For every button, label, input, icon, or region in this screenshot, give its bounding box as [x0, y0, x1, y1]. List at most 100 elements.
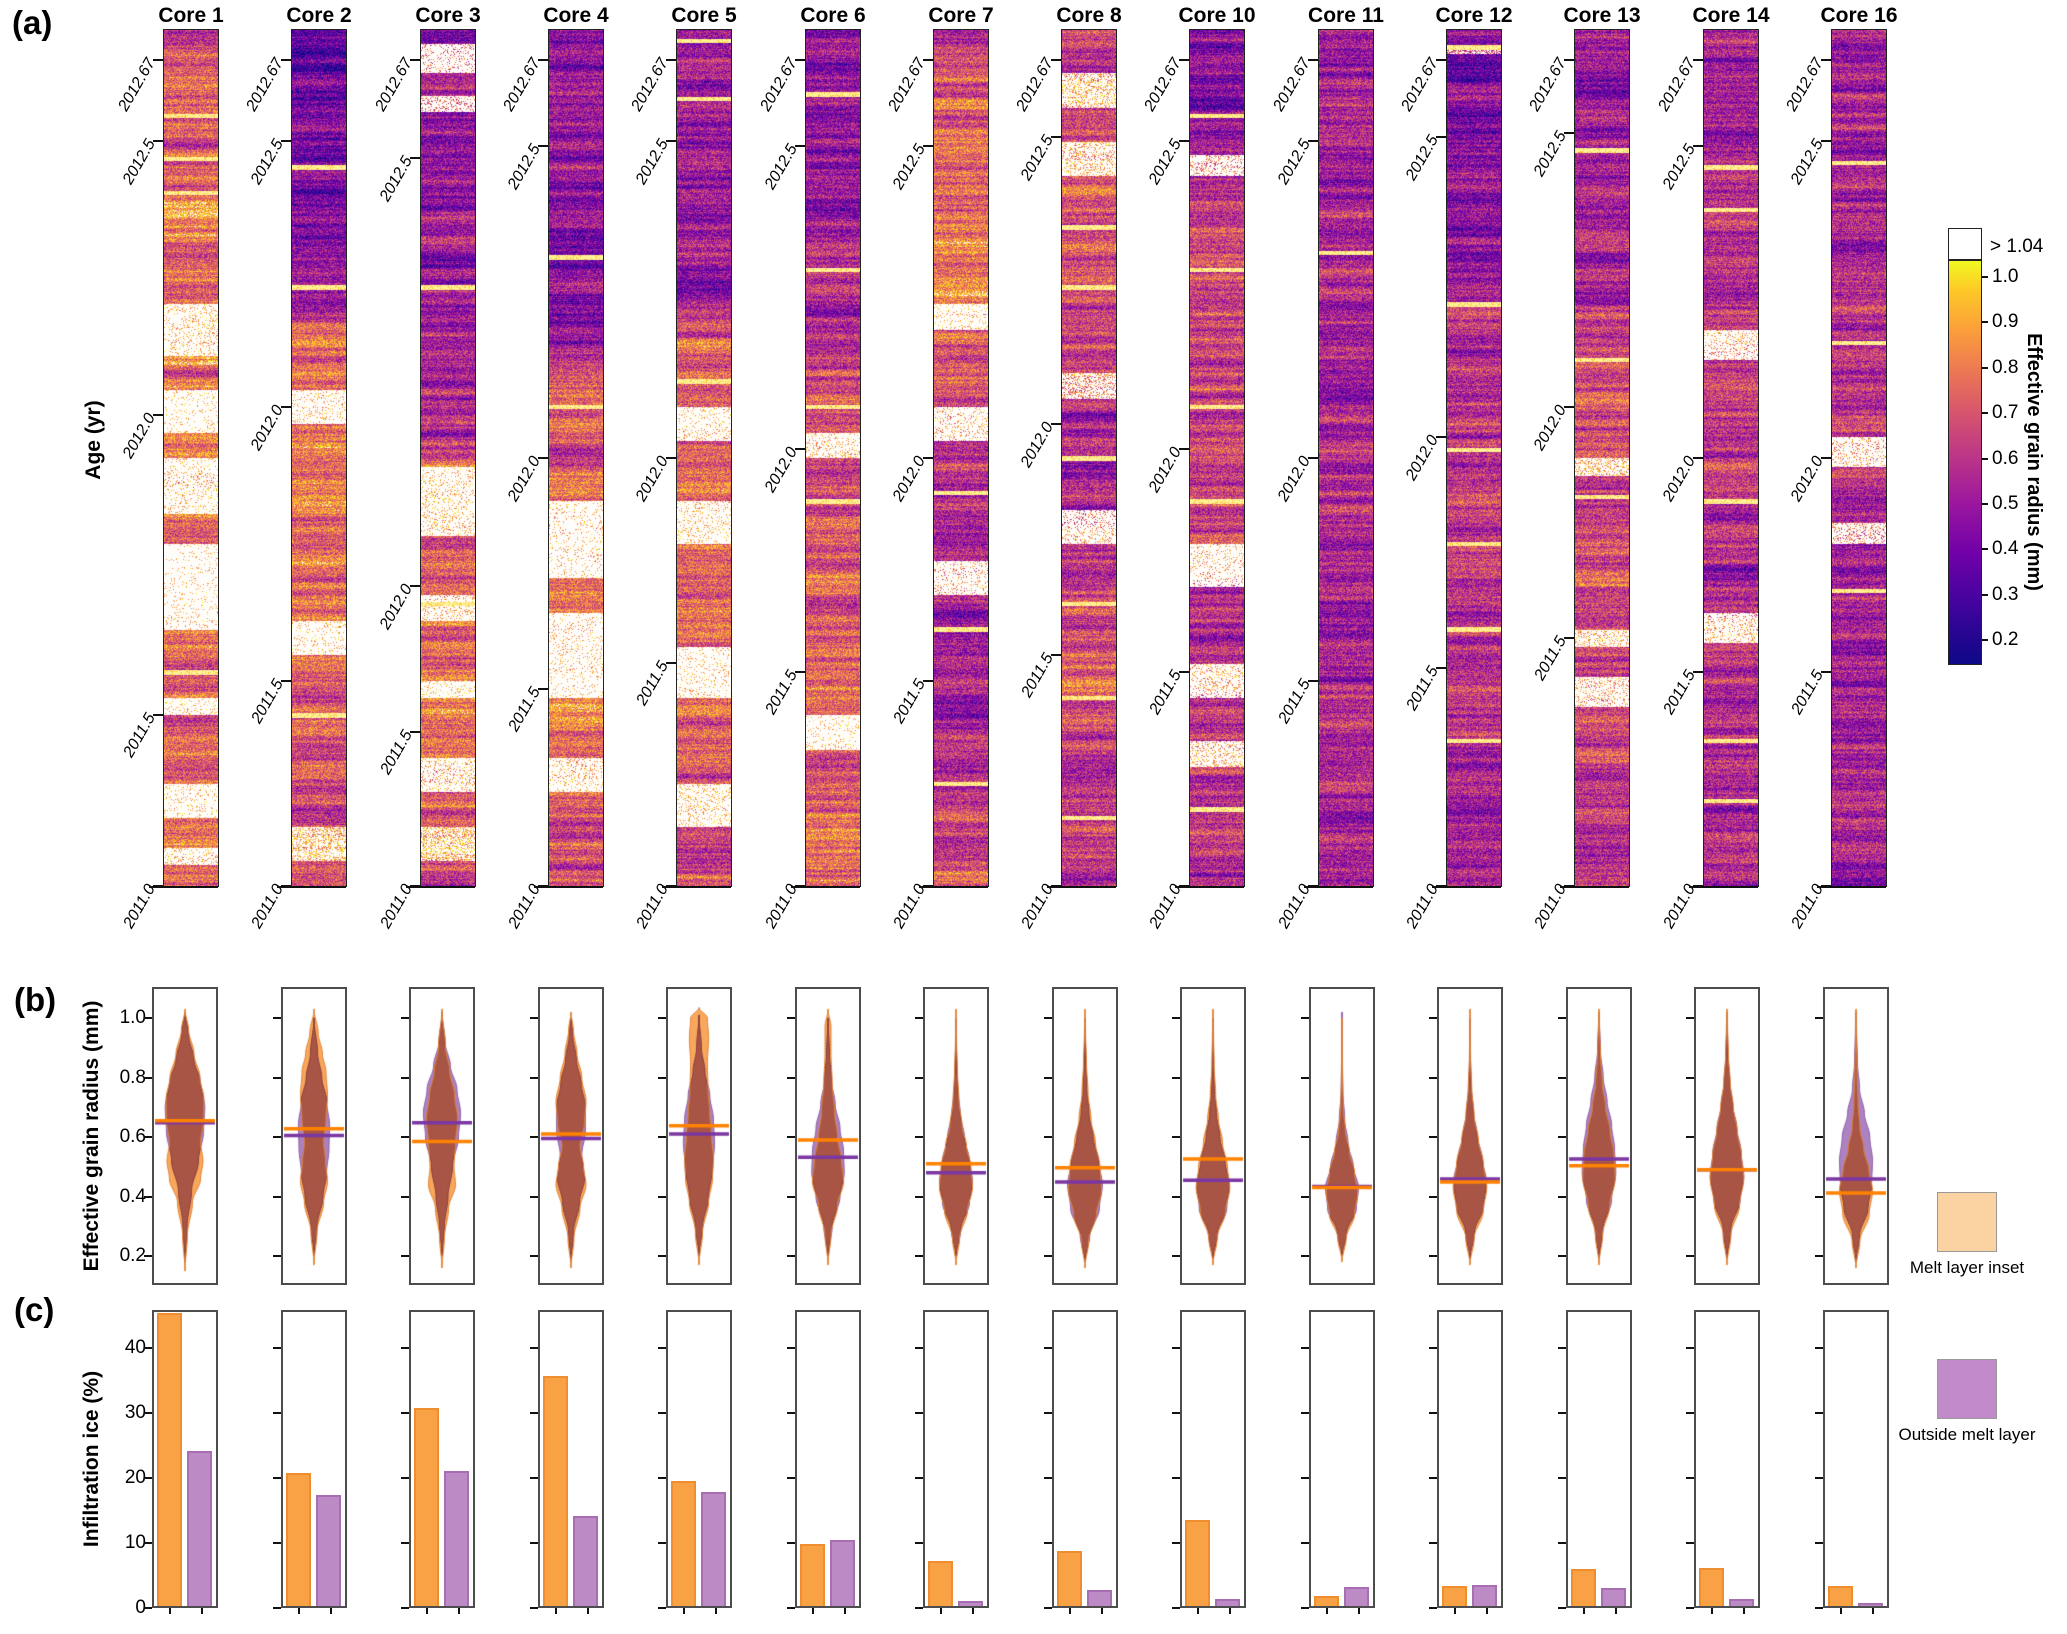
- bar-xtick: [426, 1608, 428, 1614]
- colorbar-tick-label: 0.4: [1992, 538, 2019, 559]
- infiltration-ytick: [1815, 1542, 1823, 1544]
- age-tick-label: 2011.0: [505, 881, 544, 932]
- bar-outside: [444, 1471, 469, 1606]
- infiltration-ytick: [1429, 1347, 1437, 1349]
- core-strip: [1703, 29, 1759, 887]
- infiltration-ytick: [915, 1412, 923, 1414]
- infiltration-ytick: [1172, 1607, 1180, 1609]
- grain-ytick-label: 0.2: [119, 1245, 146, 1266]
- age-tick-label: 2012.0: [1402, 432, 1442, 484]
- grain-ytick: [1686, 1255, 1694, 1257]
- bar-xtick: [330, 1608, 332, 1614]
- bar-xtick: [812, 1608, 814, 1614]
- core-strip-canvas: [934, 30, 988, 886]
- age-axis-title: Age (yr): [82, 400, 105, 480]
- bar-box: [923, 1310, 989, 1608]
- bar-box: [538, 1310, 604, 1608]
- age-tick: [410, 731, 420, 733]
- age-tick: [923, 457, 933, 459]
- bar-xtick: [169, 1608, 171, 1614]
- age-tick-label: 2012.0: [1530, 402, 1570, 454]
- core-strip: [291, 29, 347, 887]
- age-tick: [1436, 59, 1446, 61]
- grain-ytick: [144, 1136, 152, 1138]
- infiltration-ytick: [1686, 1347, 1694, 1349]
- core-strip-canvas: [421, 30, 475, 886]
- grain-ytick: [1815, 1077, 1823, 1079]
- age-tick: [1821, 140, 1831, 142]
- infiltration-ytick: [1172, 1412, 1180, 1414]
- core-header: Core 13: [1563, 4, 1641, 27]
- bar-melt: [1571, 1569, 1596, 1606]
- core-strip-canvas: [1832, 30, 1886, 886]
- infiltration-ytick: [1172, 1542, 1180, 1544]
- grain-ytick: [530, 1017, 538, 1019]
- violin-box: [1437, 987, 1503, 1285]
- bar-box: [795, 1310, 861, 1608]
- infiltration-ytick: [530, 1542, 538, 1544]
- violin-canvas: [409, 987, 475, 1285]
- bar-melt: [1185, 1520, 1210, 1606]
- infiltration-ytick: [401, 1412, 409, 1414]
- bar-melt: [414, 1408, 439, 1606]
- infiltration-ytick: [144, 1477, 152, 1479]
- grain-ytick: [1172, 1255, 1180, 1257]
- age-tick-label: 2011.5: [120, 710, 159, 761]
- grain-ytick: [1558, 1255, 1566, 1257]
- infiltration-ytick: [144, 1607, 152, 1609]
- colorbar-gradient: [1948, 260, 1982, 665]
- infiltration-ytick: [401, 1477, 409, 1479]
- bar-outside: [1858, 1603, 1883, 1606]
- age-tick-label: 2011.0: [377, 881, 416, 932]
- violin-canvas: [1052, 987, 1118, 1285]
- age-tick: [1436, 667, 1446, 669]
- colorbar-tick: [1982, 458, 1988, 460]
- grain-ytick: [1301, 1255, 1309, 1257]
- age-tick: [153, 714, 163, 716]
- core-header: Core 3: [415, 4, 481, 27]
- violin-box: [1309, 987, 1375, 1285]
- violin-box: [152, 987, 218, 1285]
- colorbar-tick: [1982, 639, 1988, 641]
- grain-ytick: [787, 1255, 795, 1257]
- age-tick: [666, 59, 676, 61]
- legend-swatch-melt: [1937, 1192, 1997, 1252]
- infiltration-ytick: [273, 1477, 281, 1479]
- infiltration-ytick: [658, 1607, 666, 1609]
- age-tick: [281, 680, 291, 682]
- age-tick-label: 2012.0: [1274, 453, 1314, 505]
- grain-ytick: [1429, 1077, 1437, 1079]
- violin-box: [1566, 987, 1632, 1285]
- age-tick-label: 2011.0: [1018, 881, 1057, 932]
- grain-ytick: [144, 1196, 152, 1198]
- colorbar-tick: [1982, 412, 1988, 414]
- violin-box: [666, 987, 732, 1285]
- age-tick: [538, 145, 548, 147]
- age-tick: [1308, 140, 1318, 142]
- age-tick: [1564, 406, 1574, 408]
- grain-ytick: [530, 1196, 538, 1198]
- bar-box: [1052, 1310, 1118, 1608]
- strip-baseline: [149, 886, 218, 888]
- age-tick: [666, 662, 676, 664]
- core-header: Core 12: [1435, 4, 1513, 27]
- infiltration-ytick: [273, 1347, 281, 1349]
- infiltration-ytick: [1815, 1412, 1823, 1414]
- panel-c-label: (c): [14, 1291, 55, 1328]
- core-header: Core 2: [286, 4, 352, 27]
- strip-baseline: [1817, 886, 1886, 888]
- violin-box: [1823, 987, 1889, 1285]
- infiltration-ytick: [658, 1542, 666, 1544]
- infiltration-ytick: [144, 1347, 152, 1349]
- age-tick-label: 2011.5: [377, 727, 416, 778]
- bar-xtick: [1197, 1608, 1199, 1614]
- bar-xtick: [1101, 1608, 1103, 1614]
- bar-xtick: [972, 1608, 974, 1614]
- grain-ytick: [1301, 1017, 1309, 1019]
- grain-ytick: [658, 1136, 666, 1138]
- age-tick-label: 2012.0: [504, 453, 544, 505]
- grain-ytick: [1044, 1136, 1052, 1138]
- age-tick-label: 2011.0: [1146, 881, 1185, 932]
- strip-baseline: [1304, 886, 1373, 888]
- age-tick: [1693, 145, 1703, 147]
